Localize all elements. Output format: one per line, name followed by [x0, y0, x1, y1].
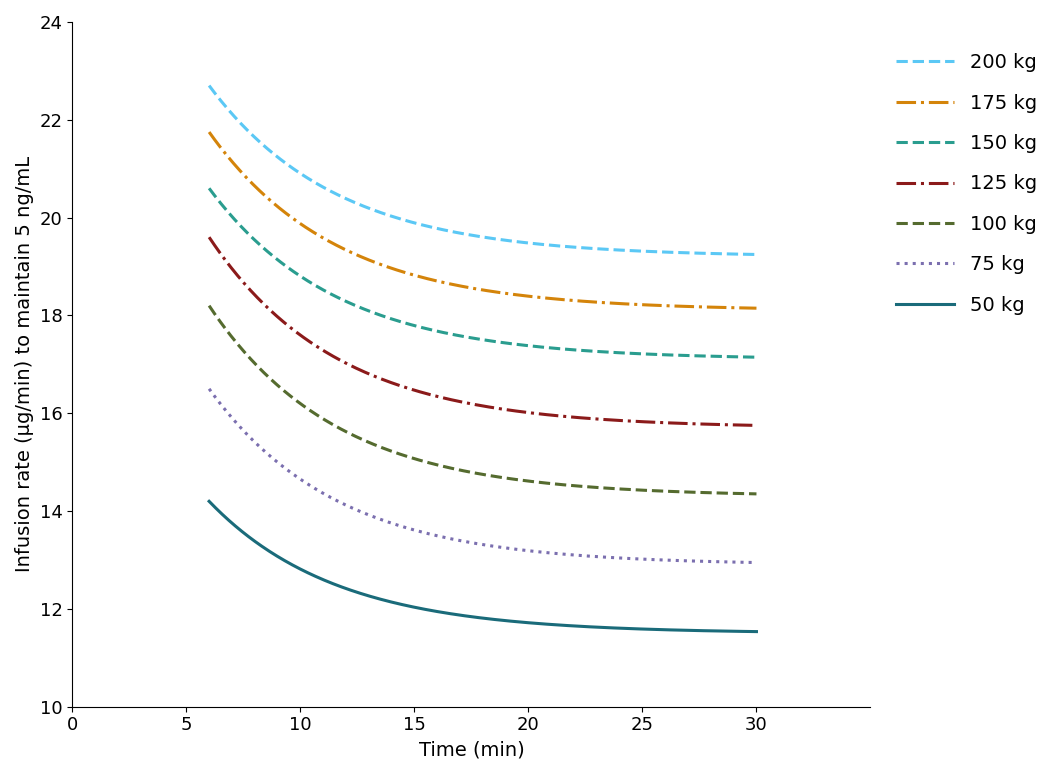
100 kg: [737, 489, 749, 498]
125 kg: [529, 409, 542, 418]
175 kg: [750, 303, 763, 313]
75 kg: [737, 557, 749, 567]
200 kg: [202, 81, 215, 91]
150 kg: [652, 350, 665, 359]
125 kg: [652, 418, 665, 427]
75 kg: [499, 543, 512, 553]
125 kg: [202, 232, 215, 241]
75 kg: [463, 538, 476, 547]
Line: 50 kg: 50 kg: [209, 502, 757, 632]
200 kg: [463, 230, 476, 239]
50 kg: [529, 618, 542, 628]
50 kg: [652, 625, 665, 634]
175 kg: [463, 283, 476, 293]
150 kg: [737, 352, 749, 361]
75 kg: [466, 538, 479, 547]
200 kg: [750, 250, 763, 259]
100 kg: [202, 301, 215, 310]
50 kg: [737, 627, 749, 636]
100 kg: [750, 489, 763, 498]
175 kg: [652, 301, 665, 310]
50 kg: [463, 611, 476, 621]
Line: 125 kg: 125 kg: [209, 237, 757, 426]
75 kg: [529, 546, 542, 556]
200 kg: [529, 239, 542, 248]
125 kg: [466, 399, 479, 409]
100 kg: [499, 474, 512, 483]
200 kg: [499, 235, 512, 245]
75 kg: [652, 555, 665, 564]
150 kg: [463, 333, 476, 342]
100 kg: [652, 486, 665, 495]
150 kg: [202, 183, 215, 193]
200 kg: [652, 247, 665, 256]
X-axis label: Time (min): Time (min): [419, 740, 525, 759]
150 kg: [499, 338, 512, 348]
175 kg: [737, 303, 749, 313]
175 kg: [466, 283, 479, 293]
50 kg: [466, 612, 479, 622]
75 kg: [750, 558, 763, 567]
Line: 75 kg: 75 kg: [209, 389, 757, 563]
200 kg: [737, 249, 749, 259]
Line: 200 kg: 200 kg: [209, 86, 757, 255]
150 kg: [750, 352, 763, 361]
Line: 150 kg: 150 kg: [209, 188, 757, 357]
Line: 175 kg: 175 kg: [209, 132, 757, 308]
150 kg: [529, 342, 542, 351]
50 kg: [750, 627, 763, 636]
125 kg: [737, 420, 749, 430]
125 kg: [463, 399, 476, 408]
50 kg: [202, 497, 215, 506]
50 kg: [499, 616, 512, 625]
175 kg: [529, 293, 542, 302]
Legend: 200 kg, 175 kg, 150 kg, 125 kg, 100 kg, 75 kg, 50 kg: 200 kg, 175 kg, 150 kg, 125 kg, 100 kg, …: [888, 46, 1045, 322]
Line: 100 kg: 100 kg: [209, 306, 757, 494]
175 kg: [499, 289, 512, 298]
150 kg: [466, 334, 479, 343]
200 kg: [466, 231, 479, 240]
75 kg: [202, 384, 215, 393]
100 kg: [529, 478, 542, 487]
100 kg: [466, 468, 479, 478]
100 kg: [463, 467, 476, 477]
175 kg: [202, 128, 215, 137]
125 kg: [499, 405, 512, 414]
125 kg: [750, 421, 763, 430]
Y-axis label: Infusion rate (μg/min) to maintain 5 ng/mL: Infusion rate (μg/min) to maintain 5 ng/…: [15, 156, 34, 573]
